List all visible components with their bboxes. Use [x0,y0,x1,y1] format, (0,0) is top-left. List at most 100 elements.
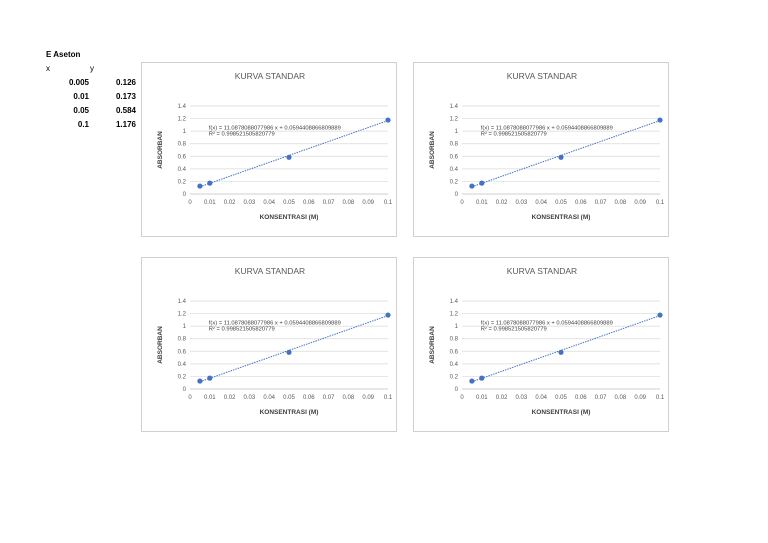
x-tick-label: 0.08 [615,395,627,401]
y-tick-label: 0.8 [178,142,187,148]
y-tick-label: 0.6 [178,349,187,355]
x-tick-label: 0.03 [516,395,528,401]
y-value: 0.173 [115,92,136,101]
y-tick-label: 0.4 [450,362,459,368]
chart-bottom-right[interactable]: KURVA STANDAR 0 0.2 0.4 0.6 0.8 1 1.2 1.4 0 0.01 0.… [413,257,669,432]
x-tick-label: 0.01 [476,395,488,401]
data-point[interactable] [657,117,663,123]
trendline-r-squared: R² = 0.998521505820779 [481,132,547,138]
x-tick-label: 0.01 [476,200,488,206]
x-tick-label: 0 [460,200,464,206]
y-tick-label: 0.2 [450,374,459,380]
y-value: 1.176 [115,120,136,129]
x-tick-label: 0 [460,395,464,401]
data-point[interactable] [657,312,663,318]
data-point[interactable] [197,378,203,384]
y-tick-label: 0.6 [450,349,459,355]
trendline-equation: f(x) = 11.0878088077986 x + 0.0594408866… [209,320,341,326]
trendline [471,120,661,188]
data-point[interactable] [479,180,485,186]
y-axis-label: ABSORBAN [157,131,164,169]
chart-top-right[interactable]: KURVA STANDAR 0 0.2 0.4 0.6 0.8 1 1.2 1.4 0 0.01 0.… [413,62,669,237]
y-tick-label: 0.4 [178,362,187,368]
chart-title: KURVA STANDAR [507,266,577,276]
x-tick-label: 0.02 [224,200,236,206]
data-point[interactable] [469,378,475,384]
x-value: 0.005 [68,78,89,87]
trendline-equation: f(x) = 11.0878088077986 x + 0.0594408866… [481,125,613,131]
data-point[interactable] [558,154,564,160]
y-tick-label: 0.8 [450,142,459,148]
x-axis-label: KONSENTRASI (M) [532,214,591,221]
y-tick-label: 1.4 [450,299,459,305]
y-value: 0.584 [115,106,136,115]
data-point[interactable] [207,375,213,381]
data-point[interactable] [385,312,391,318]
y-tick-label: 0.2 [450,179,459,185]
x-tick-label: 0.07 [323,395,335,401]
table-row: 0.005 0.126 [46,78,136,90]
x-tick-label: 0.08 [343,395,355,401]
x-value: 0.05 [73,106,89,115]
y-tick-label: 0.8 [450,337,459,343]
chart-top-left[interactable]: KURVA STANDAR 0 0.2 0.4 0.6 0.8 1 1.2 1.4 0 0.01 0.… [141,62,397,237]
chart-svg: KURVA STANDAR 0 0.2 0.4 0.6 0.8 1 1.2 1.4 0 0.01 0.… [157,266,393,416]
chart-svg: KURVA STANDAR 0 0.2 0.4 0.6 0.8 1 1.2 1.4 0 0.01 0.… [157,71,393,221]
data-point[interactable] [479,375,485,381]
y-tick-label: 0 [455,387,459,393]
x-value: 0.01 [73,92,89,101]
table-row: 0.01 0.173 [46,92,136,104]
y-tick-label: 0 [455,192,459,198]
y-tick-label: 0.2 [178,374,187,380]
x-tick-label: 0.04 [535,395,547,401]
x-tick-label: 0.04 [535,200,547,206]
y-tick-label: 0.6 [450,154,459,160]
y-tick-label: 1 [183,324,187,330]
x-tick-label: 0.03 [516,200,528,206]
x-tick-label: 0.08 [615,200,627,206]
x-tick-label: 0.05 [283,200,295,206]
x-value: 0.1 [77,120,89,129]
trendline [199,315,389,383]
data-point[interactable] [207,180,213,186]
data-point[interactable] [385,117,391,123]
y-tick-label: 1 [455,324,459,330]
x-tick-label: 0.05 [283,395,295,401]
table-row: 0.1 1.176 [46,120,136,132]
x-tick-label: 0.05 [555,200,567,206]
x-tick-label: 0.03 [244,395,256,401]
x-tick-label: 0.09 [362,200,374,206]
y-axis-label: ABSORBAN [157,326,164,364]
data-point[interactable] [286,349,292,355]
y-tick-label: 0.4 [178,167,187,173]
x-tick-label: 0.02 [496,200,508,206]
x-tick-label: 0.02 [224,395,236,401]
chart-svg: KURVA STANDAR 0 0.2 0.4 0.6 0.8 1 1.2 1.4 0 0.01 0.… [429,266,665,416]
x-tick-label: 0.06 [575,395,587,401]
y-tick-label: 0.6 [178,154,187,160]
table-row: 0.05 0.584 [46,106,136,118]
y-tick-label: 0.2 [178,179,187,185]
chart-bottom-left[interactable]: KURVA STANDAR 0 0.2 0.4 0.6 0.8 1 1.2 1.4 0 0.01 0.… [141,257,397,432]
x-tick-label: 0.08 [343,200,355,206]
y-tick-label: 1.4 [178,104,187,110]
y-column-header: y [90,64,94,73]
chart-title: KURVA STANDAR [507,71,577,81]
y-tick-label: 1.4 [178,299,187,305]
x-tick-label: 0.07 [323,200,335,206]
x-tick-label: 0.1 [384,395,393,401]
table-title: E Aseton [46,50,81,59]
y-tick-label: 0.4 [450,167,459,173]
y-axis-label: ABSORBAN [429,131,436,169]
trendline [199,120,389,188]
data-point[interactable] [558,349,564,355]
trendline-equation: f(x) = 11.0878088077986 x + 0.0594408866… [481,320,613,326]
x-tick-label: 0.09 [634,395,646,401]
data-point[interactable] [197,183,203,189]
trendline [471,315,661,383]
x-axis-label: KONSENTRASI (M) [532,409,591,416]
x-tick-label: 0.06 [303,200,315,206]
data-point[interactable] [286,154,292,160]
data-point[interactable] [469,183,475,189]
chart-title: KURVA STANDAR [235,266,305,276]
